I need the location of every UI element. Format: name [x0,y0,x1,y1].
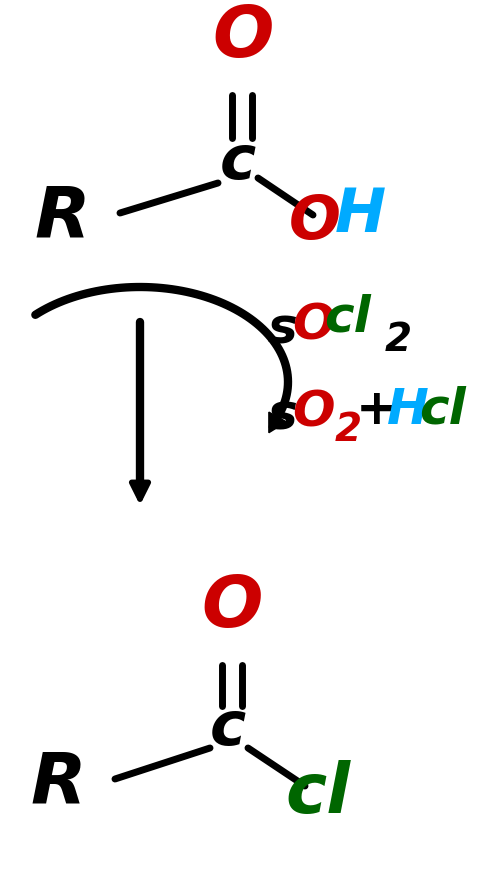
Text: O: O [201,573,262,642]
Text: O: O [289,193,340,251]
Text: 2: 2 [334,411,361,449]
Text: s: s [267,391,296,439]
Text: c: c [209,698,245,758]
Text: s: s [267,306,296,354]
Text: R: R [30,750,86,819]
Polygon shape [269,412,286,433]
Text: R: R [34,183,90,252]
Text: O: O [291,388,334,436]
Text: c: c [219,133,256,191]
Text: 2: 2 [384,321,411,359]
Text: cl: cl [285,759,350,827]
Text: O: O [291,302,334,350]
Text: O: O [212,4,273,73]
Text: +: + [355,386,397,434]
Text: cl: cl [324,294,371,342]
Text: H: H [386,386,428,434]
Text: cl: cl [419,386,465,434]
Text: H: H [334,186,385,244]
